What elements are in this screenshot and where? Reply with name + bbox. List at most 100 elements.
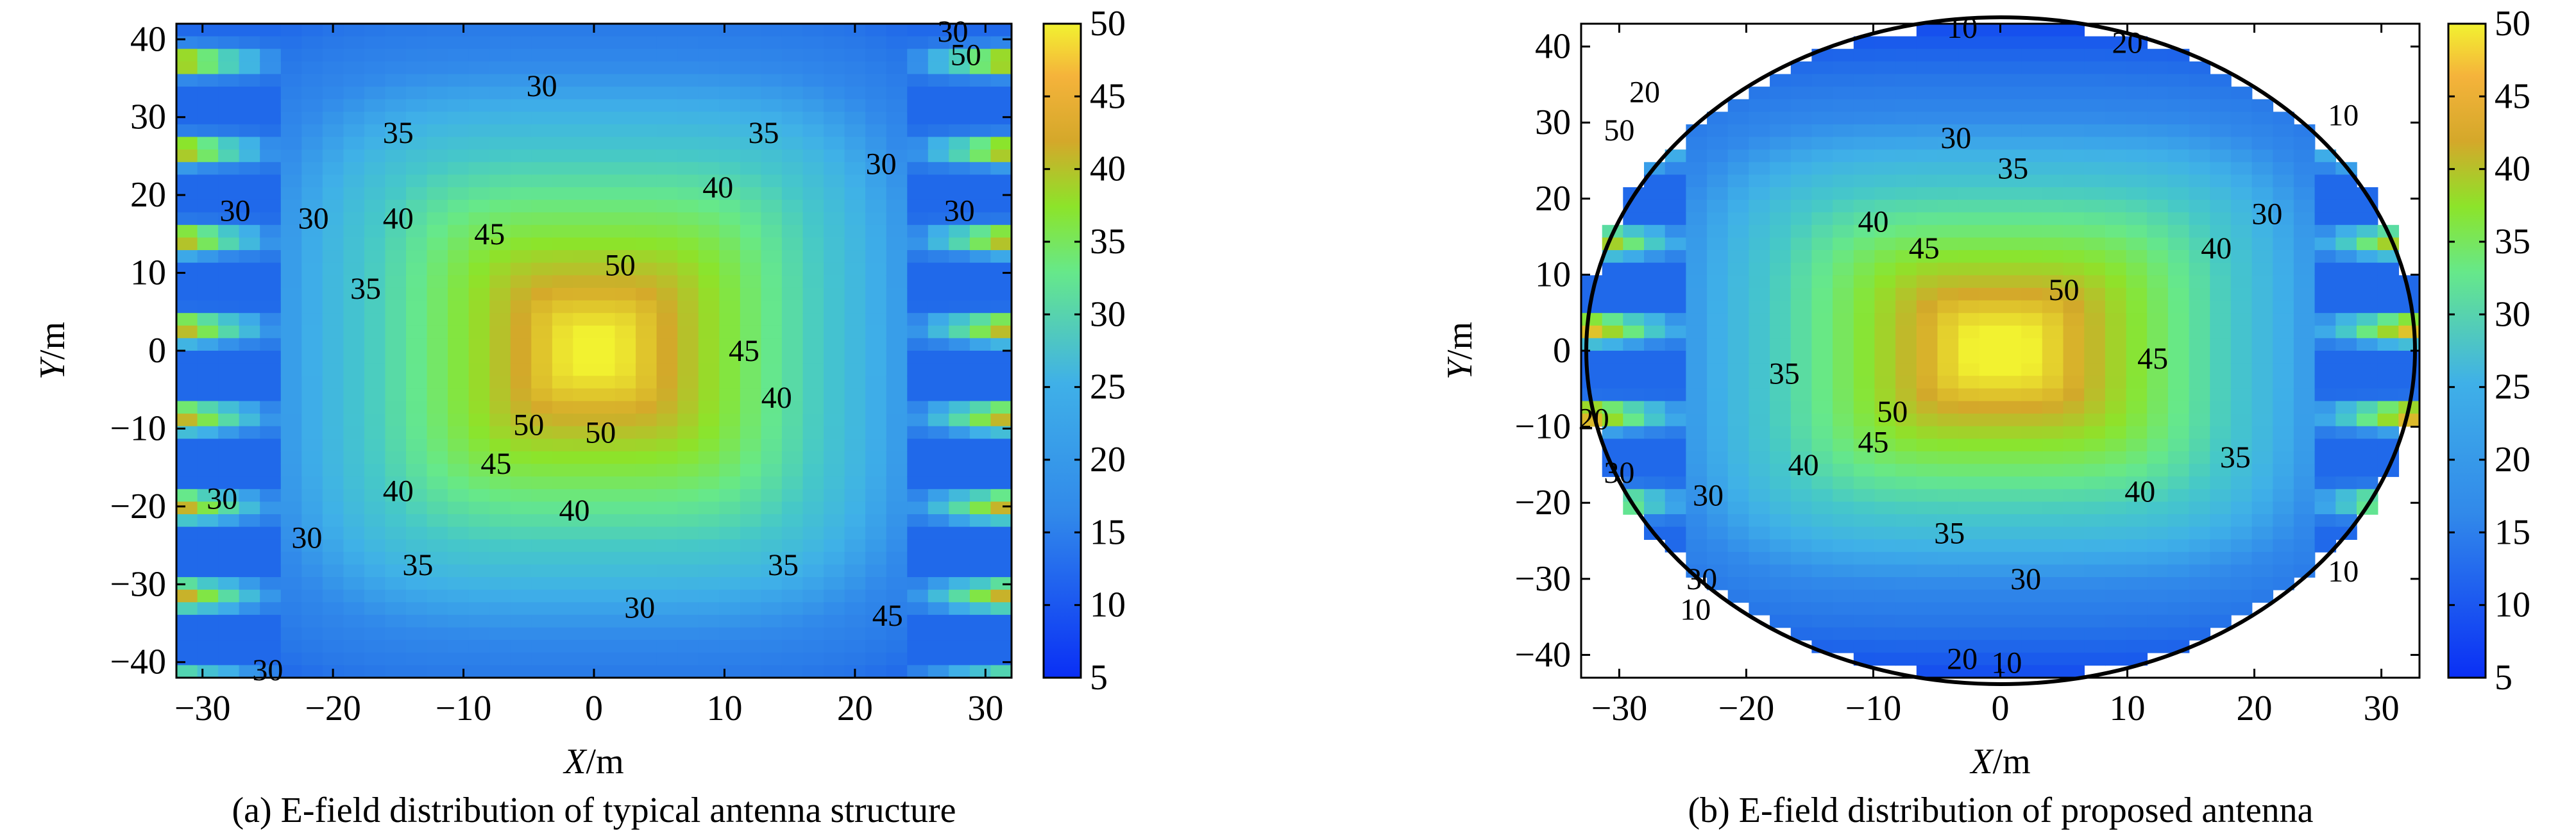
heatmap-cell [176, 526, 198, 540]
heatmap-cell [656, 174, 678, 188]
heatmap-cell [2126, 614, 2148, 628]
heatmap-cell [510, 539, 532, 553]
heatmap-cell [907, 439, 929, 452]
heatmap-cell [865, 614, 887, 628]
heatmap-cell [427, 325, 448, 339]
heatmap-cell [385, 99, 407, 113]
heatmap-cell [677, 199, 699, 213]
heatmap-cell [197, 614, 219, 628]
y-tick-label: 10 [130, 253, 166, 293]
heatmap-cell [2147, 199, 2169, 213]
heatmap-cell [2105, 174, 2127, 188]
heatmap-cell [594, 149, 616, 163]
heatmap-cell [781, 262, 804, 276]
heatmap-cell [907, 137, 929, 150]
heatmap-cell [2335, 224, 2357, 239]
heatmap-cell [573, 262, 595, 276]
heatmap-cell [1833, 212, 1854, 226]
heatmap-cell [531, 539, 553, 553]
heatmap-cell [468, 87, 490, 100]
heatmap-cell [489, 526, 511, 540]
heatmap-cell [761, 564, 783, 578]
heatmap-cell [406, 426, 428, 440]
heatmap-cell [573, 174, 595, 188]
heatmap-cell [2021, 36, 2043, 49]
heatmap-cell [2167, 237, 2190, 251]
heatmap-cell [990, 652, 1012, 666]
heatmap-cell [2273, 187, 2294, 201]
heatmap-cell [1811, 300, 1833, 314]
heatmap-cell [907, 174, 929, 188]
heatmap-cell [781, 313, 804, 326]
heatmap-cell [1833, 262, 1854, 276]
heatmap-cell [385, 87, 407, 100]
heatmap-cell [343, 652, 365, 666]
heatmap-cell [1790, 602, 1813, 616]
heatmap-cell [406, 564, 428, 578]
heatmap-cell [489, 49, 511, 62]
heatmap-cell [343, 275, 365, 289]
heatmap-cell [636, 24, 657, 37]
heatmap-cell [2084, 376, 2106, 389]
heatmap-cell [719, 61, 741, 75]
heatmap-cell [844, 514, 866, 528]
heatmap-cell [802, 124, 824, 138]
heatmap-cell [865, 501, 887, 515]
heatmap-cell [761, 640, 783, 653]
heatmap-cell [489, 451, 511, 465]
heatmap-cell [1623, 451, 1645, 465]
heatmap-cell [2126, 476, 2148, 490]
heatmap-cell [364, 187, 386, 201]
heatmap-cell [928, 464, 950, 477]
heatmap-cell [2000, 464, 2022, 477]
heatmap-cell [406, 300, 428, 314]
heatmap-cell [1979, 87, 2001, 100]
heatmap-cell [2293, 351, 2316, 364]
heatmap-cell [2357, 313, 2378, 326]
heatmap-cell [468, 351, 490, 364]
heatmap-cell [1853, 476, 1876, 490]
heatmap-cell [1602, 414, 1624, 427]
heatmap-cell [343, 376, 365, 389]
heatmap-cell [990, 124, 1012, 138]
heatmap-cell [1665, 224, 1687, 239]
heatmap-cell [2293, 363, 2316, 376]
colorbar-tick-label: 5 [1090, 658, 1108, 698]
heatmap-cell [636, 539, 657, 553]
heatmap-cell [802, 351, 824, 364]
heatmap-cell [301, 401, 323, 414]
heatmap-cell [636, 652, 657, 666]
heatmap-cell [260, 489, 282, 503]
heatmap-cell [1770, 363, 1792, 376]
heatmap-cell [656, 451, 678, 465]
heatmap-cell [2314, 262, 2337, 276]
heatmap-cell [677, 401, 699, 414]
heatmap-cell [1979, 414, 2001, 427]
heatmap-cell [2251, 162, 2274, 176]
heatmap-cell [301, 640, 323, 653]
heatmap-cell [343, 539, 365, 553]
heatmap-cell [865, 363, 887, 376]
heatmap-cell [573, 137, 595, 150]
heatmap-cell [489, 476, 511, 490]
heatmap-cell [573, 61, 595, 75]
heatmap-cell [2000, 439, 2022, 452]
heatmap-cell [656, 363, 678, 376]
contour-label: 30 [2010, 562, 2041, 596]
heatmap-cell [1811, 275, 1833, 289]
heatmap-cell [1707, 162, 1729, 176]
heatmap-cell [677, 388, 699, 402]
heatmap-cell [2084, 87, 2106, 100]
heatmap-cell [2021, 199, 2043, 213]
heatmap-cell [886, 614, 908, 628]
heatmap-cell [510, 514, 532, 528]
heatmap-cell [1895, 451, 1917, 465]
heatmap-cell [510, 61, 532, 75]
heatmap-cell [2210, 137, 2232, 150]
contour-label: 10 [1947, 11, 1978, 45]
heatmap-cell [656, 61, 678, 75]
heatmap-cell [1853, 187, 1876, 201]
heatmap-cell [2042, 124, 2064, 138]
heatmap-cell [1937, 300, 1959, 314]
